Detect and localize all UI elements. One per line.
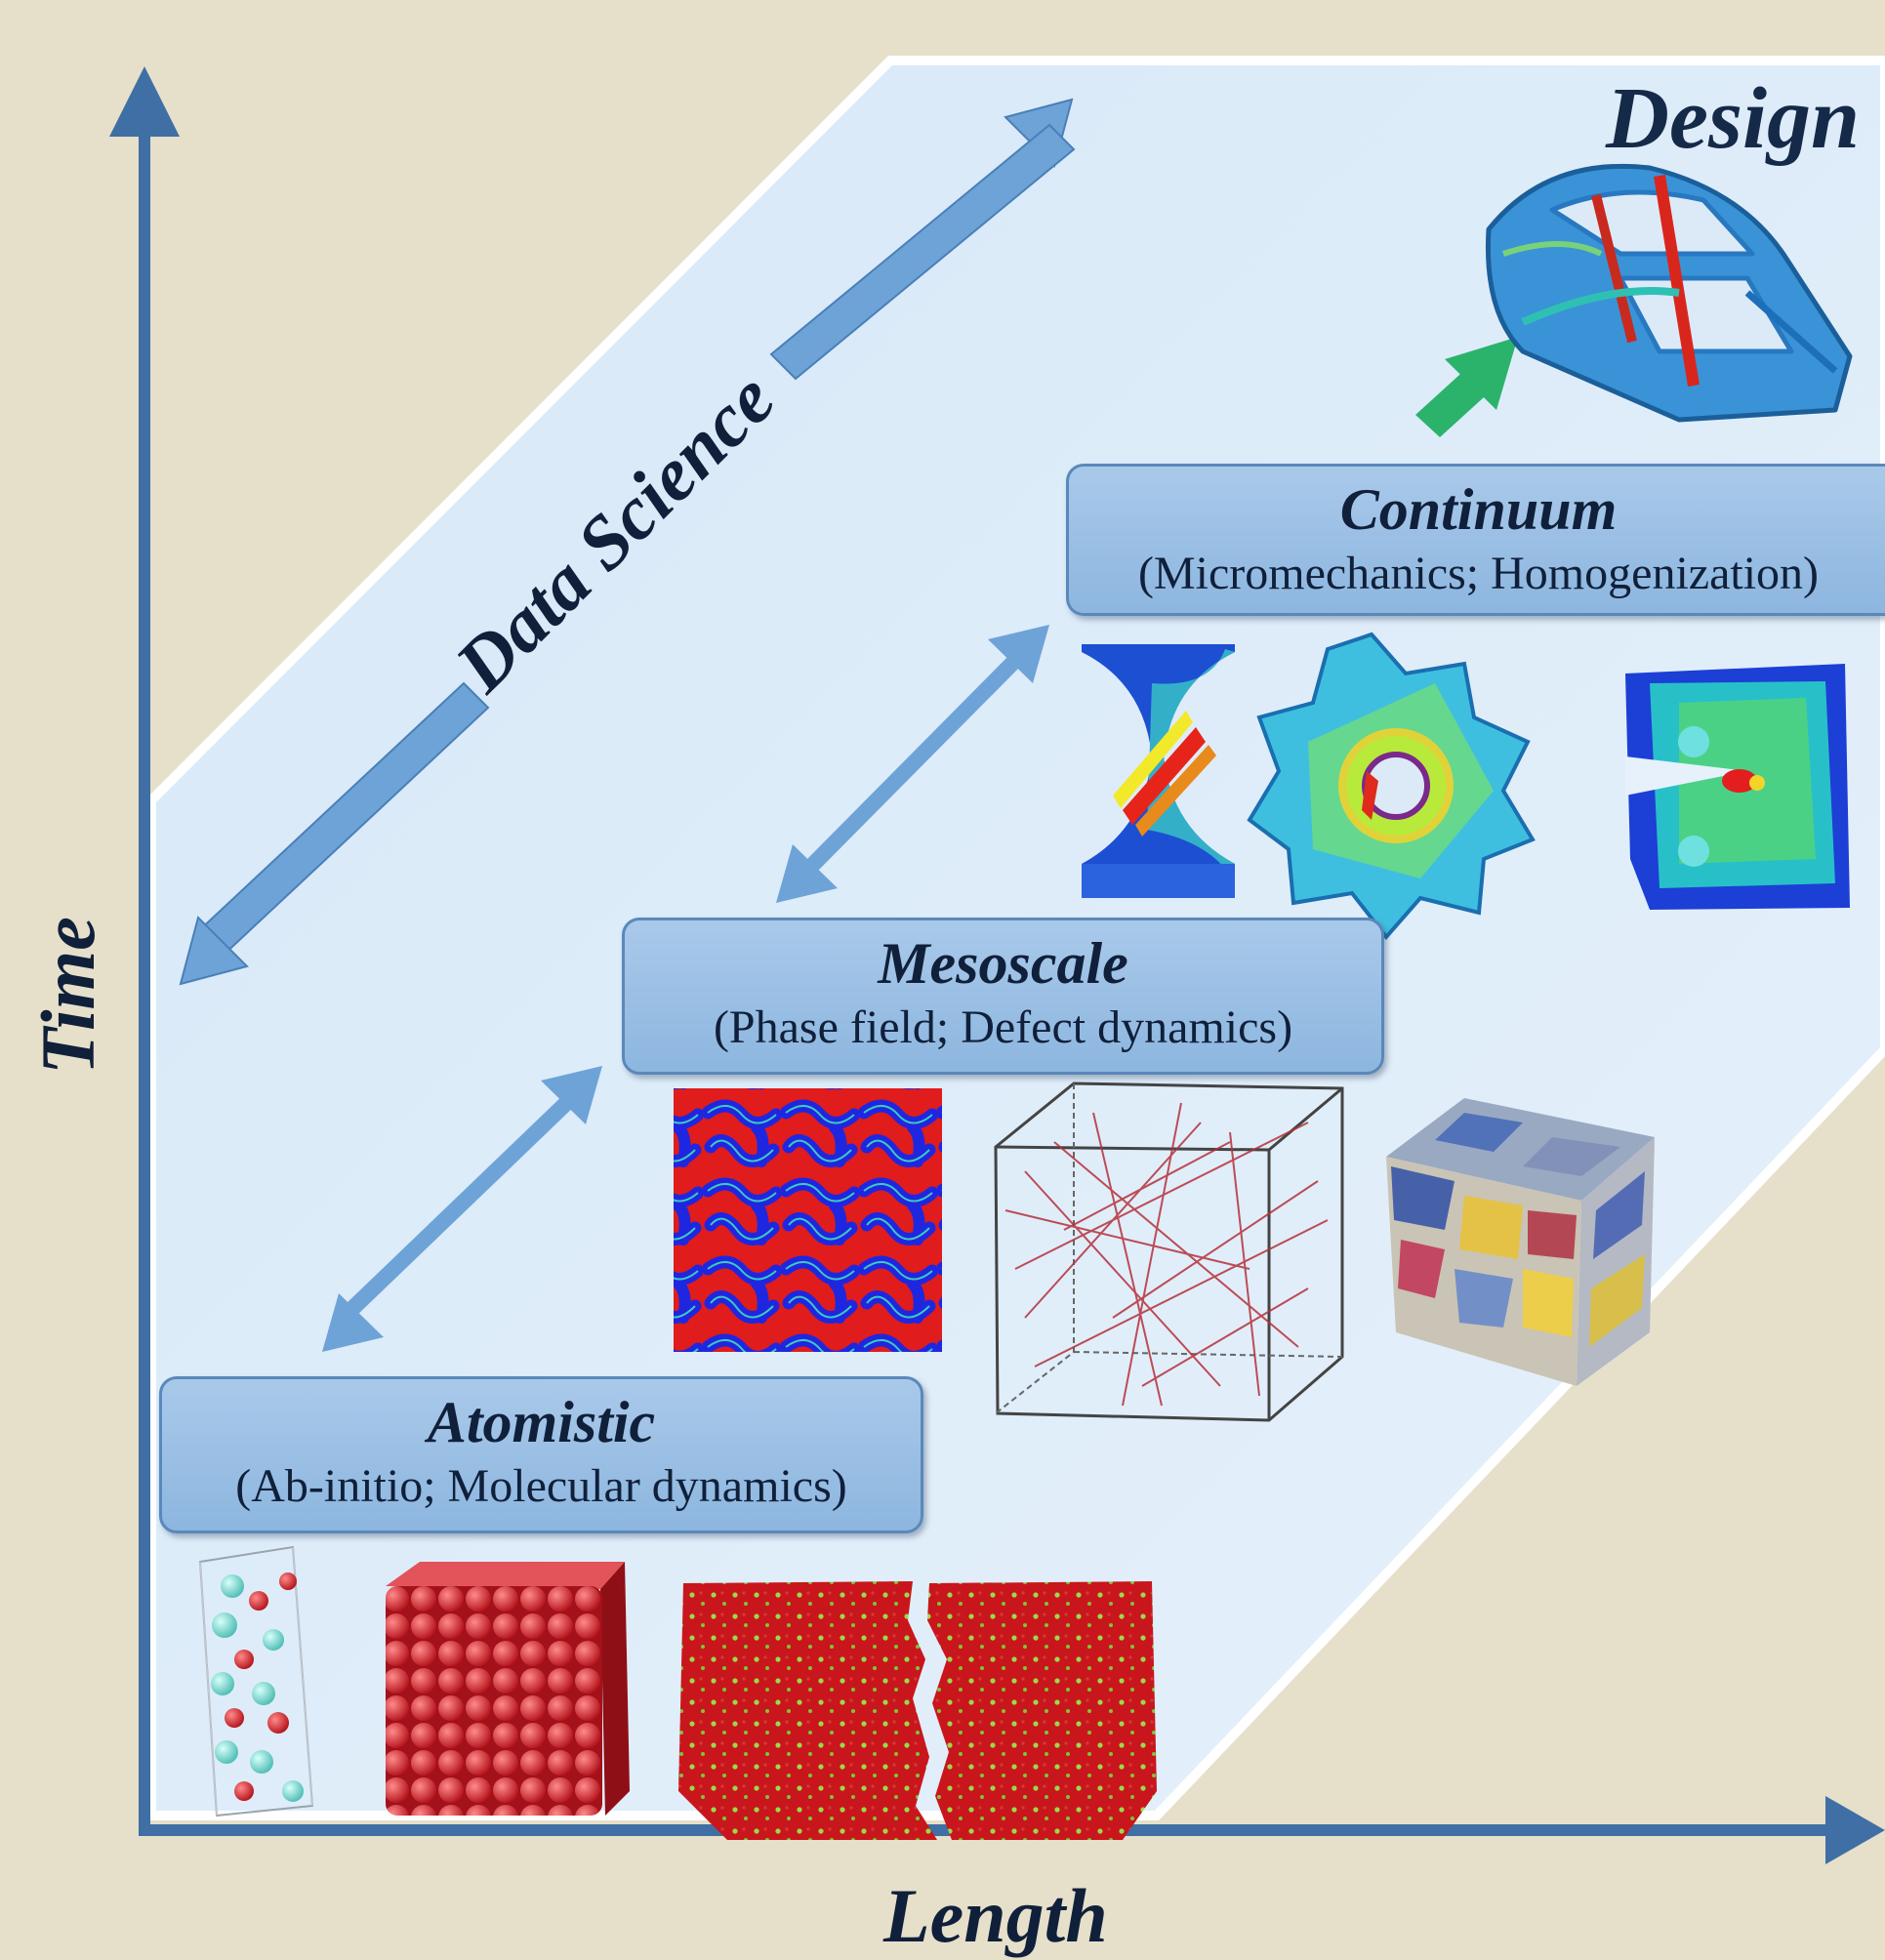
mesoscale-subtitle: (Phase field; Defect dynamics): [713, 1001, 1293, 1053]
atom-lattice-image: [386, 1562, 630, 1816]
mesoscale-title: Mesoscale: [878, 931, 1128, 996]
continuum-subtitle: (Micromechanics; Homogenization): [1137, 548, 1820, 599]
gear-image: [1247, 632, 1536, 941]
polycrystal-cube-image: [1386, 1098, 1655, 1386]
y-axis-label: Time: [25, 917, 110, 1075]
continuum-box: Continuum (Micromechanics; Homogenizatio…: [1066, 464, 1885, 616]
unit-cell-image: [198, 1545, 314, 1817]
continuum-title: Continuum: [1339, 477, 1618, 542]
design-label: Design: [1606, 70, 1861, 167]
phase-field-image: [674, 1088, 942, 1352]
fracture-simulation-image: [678, 1581, 1157, 1840]
x-axis-label: Length: [883, 1873, 1108, 1958]
atomistic-title: Atomistic: [427, 1390, 656, 1454]
atomistic-box: Atomistic (Ab-initio; Molecular dynamics…: [159, 1376, 923, 1533]
atomistic-mesoscale-arrow: [322, 1066, 602, 1352]
y-axis-arrowhead: [109, 66, 180, 137]
notched-block-image: [1625, 664, 1850, 910]
mesoscale-continuum-arrow: [776, 625, 1049, 903]
design-arrow-icon: [1415, 337, 1518, 437]
x-axis-arrowhead: [1825, 1796, 1885, 1864]
atomistic-subtitle: (Ab-initio; Molecular dynamics): [235, 1460, 847, 1512]
tensile-specimen-image: [1082, 644, 1235, 898]
mesoscale-box: Mesoscale (Phase field; Defect dynamics): [622, 918, 1384, 1075]
car-frame-image: [1485, 163, 1853, 423]
dislocation-network-image: [994, 1082, 1344, 1422]
data-science-arrow: [179, 98, 1076, 986]
